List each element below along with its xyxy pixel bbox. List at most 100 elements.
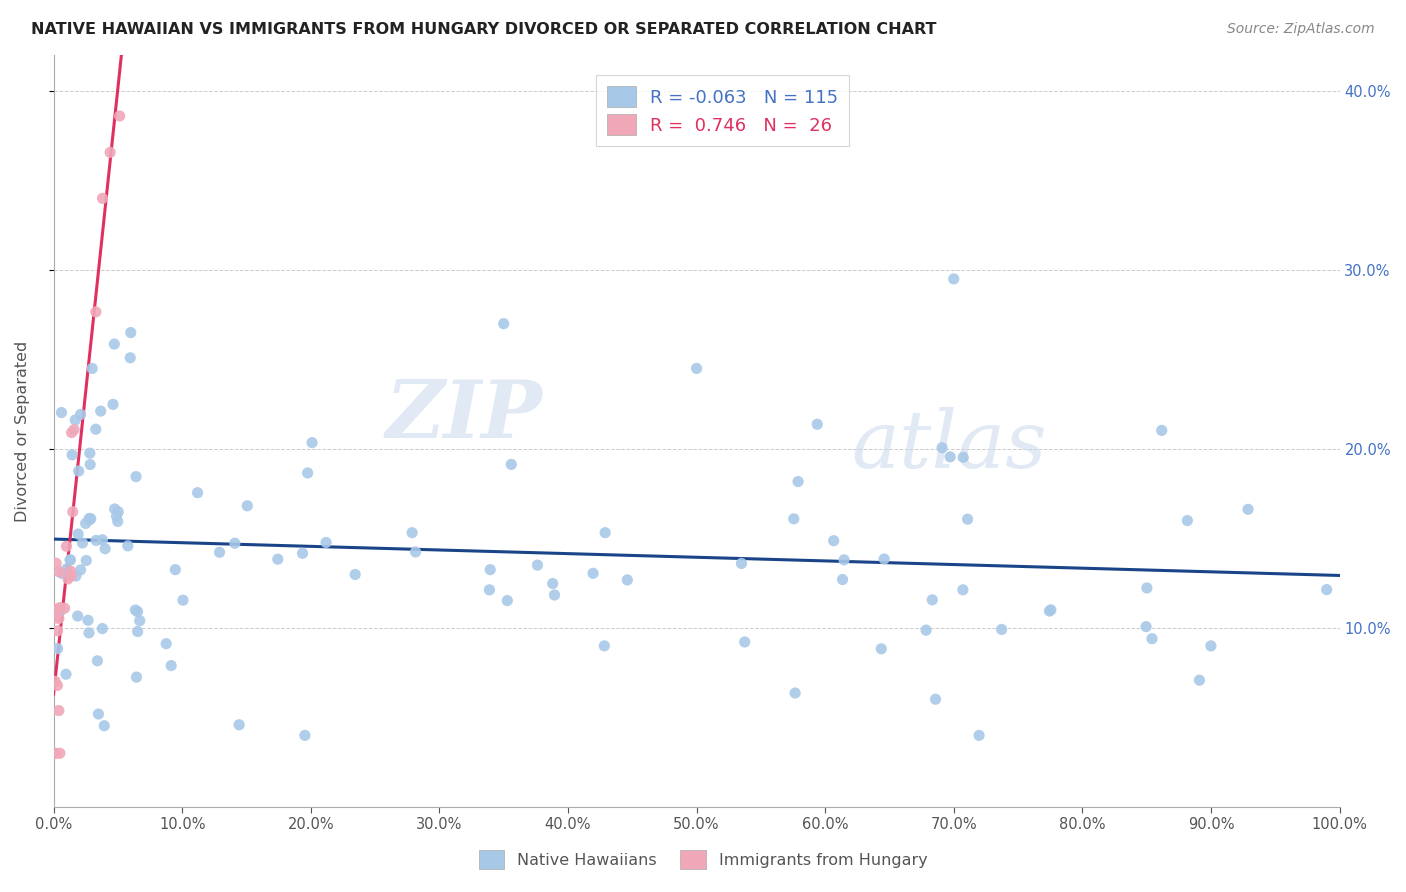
Native Hawaiians [616, 573, 638, 587]
Native Hawaiians [46, 641, 69, 656]
Native Hawaiians [49, 605, 72, 619]
Native Hawaiians [90, 404, 112, 418]
Immigrants from Hungary [55, 539, 77, 553]
Native Hawaiians [59, 553, 82, 567]
Native Hawaiians [66, 609, 89, 624]
Native Hawaiians [80, 512, 103, 526]
Text: Source: ZipAtlas.com: Source: ZipAtlas.com [1227, 22, 1375, 37]
Immigrants from Hungary [44, 746, 66, 760]
Native Hawaiians [1038, 604, 1060, 618]
Native Hawaiians [69, 408, 91, 422]
Native Hawaiians [125, 670, 148, 684]
Immigrants from Hungary [63, 423, 86, 437]
Native Hawaiians [291, 546, 314, 560]
Native Hawaiians [86, 654, 108, 668]
Native Hawaiians [75, 553, 97, 567]
Native Hawaiians [1188, 673, 1211, 688]
Native Hawaiians [91, 533, 114, 547]
Native Hawaiians [72, 536, 94, 550]
Native Hawaiians [870, 641, 893, 656]
Native Hawaiians [967, 728, 990, 742]
Native Hawaiians [294, 728, 316, 742]
Native Hawaiians [543, 588, 565, 602]
Native Hawaiians [51, 406, 73, 420]
Immigrants from Hungary [98, 145, 121, 160]
Native Hawaiians [301, 435, 323, 450]
Immigrants from Hungary [108, 109, 131, 123]
Native Hawaiians [401, 525, 423, 540]
Native Hawaiians [91, 622, 114, 636]
Native Hawaiians [1316, 582, 1339, 597]
Native Hawaiians [94, 541, 117, 556]
Native Hawaiians [730, 557, 752, 571]
Native Hawaiians [1237, 502, 1260, 516]
Immigrants from Hungary [48, 611, 70, 625]
Native Hawaiians [315, 535, 337, 549]
Native Hawaiians [1150, 423, 1173, 437]
Native Hawaiians [921, 592, 943, 607]
Native Hawaiians [478, 582, 501, 597]
Native Hawaiians [125, 469, 148, 483]
Native Hawaiians [823, 533, 845, 548]
Text: NATIVE HAWAIIAN VS IMMIGRANTS FROM HUNGARY DIVORCED OR SEPARATED CORRELATION CHA: NATIVE HAWAIIAN VS IMMIGRANTS FROM HUNGA… [31, 22, 936, 37]
Native Hawaiians [785, 686, 807, 700]
Native Hawaiians [479, 563, 502, 577]
Immigrants from Hungary [49, 746, 72, 760]
Native Hawaiians [107, 515, 129, 529]
Native Hawaiians [952, 582, 974, 597]
Native Hawaiians [952, 450, 974, 465]
Native Hawaiians [60, 448, 83, 462]
Native Hawaiians [59, 553, 82, 567]
Native Hawaiians [541, 576, 564, 591]
Native Hawaiians [160, 658, 183, 673]
Native Hawaiians [582, 566, 605, 581]
Native Hawaiians [873, 552, 896, 566]
Native Hawaiians [65, 413, 87, 427]
Immigrants from Hungary [46, 678, 69, 692]
Native Hawaiians [685, 361, 707, 376]
Native Hawaiians [69, 563, 91, 577]
Immigrants from Hungary [53, 601, 76, 615]
Native Hawaiians [77, 613, 100, 627]
Native Hawaiians [51, 566, 73, 581]
Native Hawaiians [593, 639, 616, 653]
Native Hawaiians [831, 573, 853, 587]
Native Hawaiians [87, 706, 110, 721]
Native Hawaiians [186, 485, 208, 500]
Native Hawaiians [155, 637, 177, 651]
Native Hawaiians [526, 558, 548, 573]
Native Hawaiians [224, 536, 246, 550]
Native Hawaiians [67, 527, 90, 541]
Native Hawaiians [1039, 603, 1062, 617]
Native Hawaiians [79, 458, 101, 472]
Native Hawaiians [117, 539, 139, 553]
Native Hawaiians [1136, 581, 1159, 595]
Native Hawaiians [990, 623, 1012, 637]
Immigrants from Hungary [48, 704, 70, 718]
Native Hawaiians [267, 552, 290, 566]
Native Hawaiians [208, 545, 231, 559]
Native Hawaiians [939, 450, 962, 464]
Native Hawaiians [1135, 620, 1157, 634]
Native Hawaiians [124, 603, 146, 617]
Native Hawaiians [79, 513, 101, 527]
Native Hawaiians [128, 614, 150, 628]
Native Hawaiians [120, 326, 142, 340]
Native Hawaiians [915, 623, 938, 637]
Immigrants from Hungary [44, 746, 66, 760]
Text: ZIP: ZIP [385, 377, 543, 455]
Immigrants from Hungary [49, 600, 72, 615]
Native Hawaiians [104, 502, 127, 516]
Immigrants from Hungary [44, 611, 66, 625]
Native Hawaiians [67, 464, 90, 478]
Immigrants from Hungary [45, 602, 67, 616]
Immigrants from Hungary [91, 191, 114, 205]
Immigrants from Hungary [84, 305, 107, 319]
Native Hawaiians [77, 625, 100, 640]
Native Hawaiians [1199, 639, 1222, 653]
Native Hawaiians [127, 605, 149, 619]
Native Hawaiians [79, 446, 101, 460]
Native Hawaiians [228, 718, 250, 732]
Native Hawaiians [924, 692, 946, 706]
Native Hawaiians [103, 337, 125, 351]
